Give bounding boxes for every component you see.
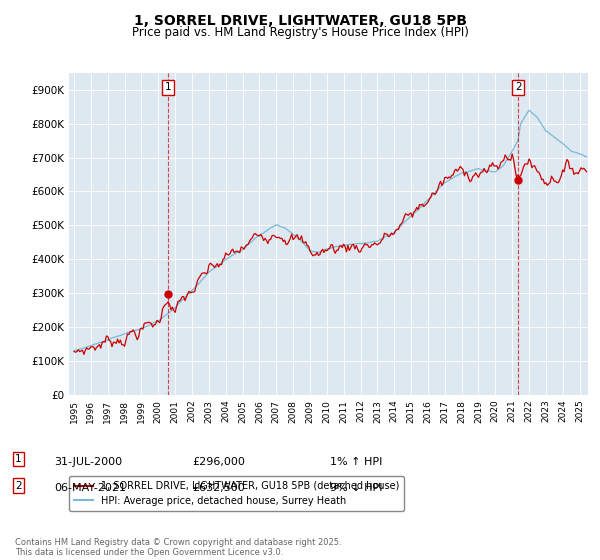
Text: 1: 1 <box>15 454 22 464</box>
Text: £296,000: £296,000 <box>192 457 245 467</box>
Text: 1, SORREL DRIVE, LIGHTWATER, GU18 5PB: 1, SORREL DRIVE, LIGHTWATER, GU18 5PB <box>133 14 467 28</box>
Legend: 1, SORREL DRIVE, LIGHTWATER, GU18 5PB (detached house), HPI: Average price, deta: 1, SORREL DRIVE, LIGHTWATER, GU18 5PB (d… <box>69 476 404 511</box>
Text: 06-MAY-2021: 06-MAY-2021 <box>54 483 126 493</box>
Text: 1% ↑ HPI: 1% ↑ HPI <box>330 457 382 467</box>
Text: Contains HM Land Registry data © Crown copyright and database right 2025.
This d: Contains HM Land Registry data © Crown c… <box>15 538 341 557</box>
Text: £632,500: £632,500 <box>192 483 245 493</box>
Text: Price paid vs. HM Land Registry's House Price Index (HPI): Price paid vs. HM Land Registry's House … <box>131 26 469 39</box>
Text: 9% ↓ HPI: 9% ↓ HPI <box>330 483 383 493</box>
Text: 1: 1 <box>165 82 172 92</box>
Text: 2: 2 <box>515 82 521 92</box>
Text: 31-JUL-2000: 31-JUL-2000 <box>54 457 122 467</box>
Text: 2: 2 <box>15 480 22 491</box>
